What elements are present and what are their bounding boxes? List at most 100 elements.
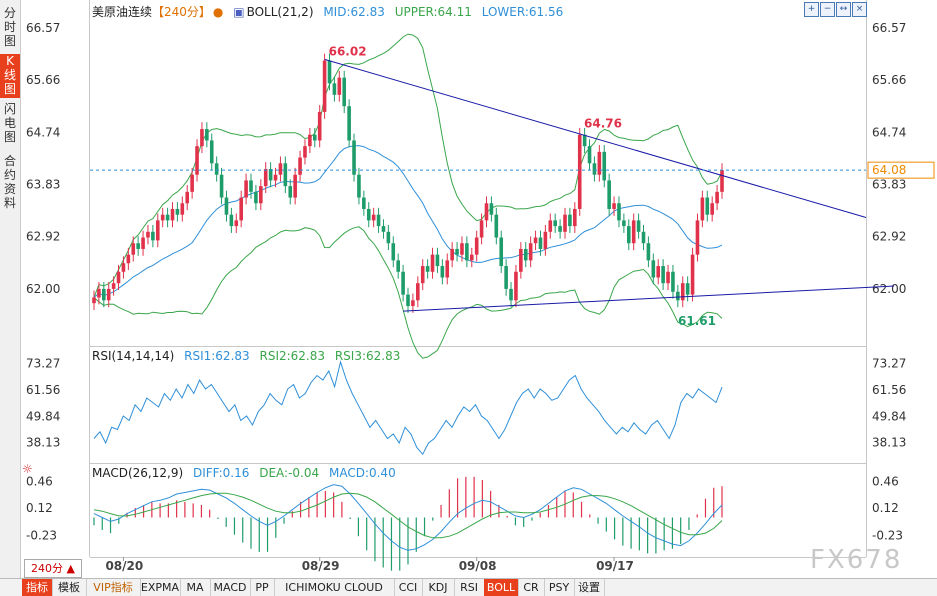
candle-body — [322, 60, 327, 112]
candle-body — [592, 163, 597, 175]
toolbar-item-12[interactable]: CR — [518, 579, 545, 596]
candle-body — [121, 263, 126, 272]
price-annotation: 61.61 — [678, 314, 716, 328]
rsi-tick-label-right: 38.13 — [872, 436, 906, 450]
candle-body — [622, 220, 626, 227]
last-price-label: 64.08 — [872, 163, 906, 177]
candle-body — [249, 180, 253, 192]
toolbar-item-13[interactable]: PSY — [544, 579, 575, 596]
candle-body — [656, 266, 661, 278]
chart-canvas[interactable]: 66.57 66.57 65.66 65.66 64.74 64.74 63.83 63.83… — [0, 0, 937, 578]
watermark-logo: FX678 — [810, 545, 903, 575]
candle-body — [430, 254, 435, 272]
rsi-label: RSI(14,14,14) — [92, 349, 175, 363]
instrument-name: 美原油连续 — [92, 5, 153, 19]
candle-body — [465, 243, 469, 261]
candle-body — [700, 197, 705, 221]
toolbar-item-3[interactable]: EXPMA — [140, 579, 181, 596]
restore-icon[interactable]: ↔ — [836, 2, 851, 17]
candle-body — [136, 243, 140, 249]
macd-tick-label-left: -0.23 — [26, 528, 57, 542]
candle-body — [626, 226, 631, 244]
candle-body — [175, 208, 180, 215]
settings-dot-icon[interactable]: ● — [212, 5, 224, 19]
candle-body — [244, 180, 248, 198]
candle-body — [106, 288, 111, 301]
candle-body — [568, 214, 572, 227]
boll-upper-value: UPPER:64.11 — [394, 5, 472, 19]
macd-value: MACD:0.40 — [328, 466, 396, 480]
period-selector[interactable]: 240分 ▲ — [24, 559, 82, 578]
boll-upper-band — [93, 33, 723, 298]
price-annotation: 66.02 — [329, 44, 367, 58]
candle-body — [268, 169, 273, 181]
candle-body — [450, 248, 454, 261]
tab-flash[interactable]: 闪电图 — [3, 102, 16, 144]
candle-body — [317, 111, 322, 141]
price-tick-label-right: 66.57 — [872, 21, 906, 35]
candle-body — [671, 271, 675, 292]
toolbar-item-11[interactable]: BOLL — [484, 579, 519, 596]
candle-body — [558, 226, 562, 232]
candle-body — [239, 197, 243, 221]
price-tick-label-left: 65.66 — [26, 73, 60, 87]
candle-body — [165, 214, 170, 221]
candle-body — [666, 271, 670, 284]
candle-body — [357, 174, 361, 198]
tab-timeshare[interactable]: 分时图 — [3, 6, 16, 48]
candle-body — [420, 266, 425, 284]
toolbar-item-0[interactable]: 指标 — [22, 579, 53, 596]
zoom-out-icon[interactable]: − — [820, 2, 835, 17]
candle-body — [705, 197, 710, 215]
toolbar-item-10[interactable]: RSI — [454, 579, 485, 596]
toolbar-item-2[interactable]: VIP指标 — [86, 579, 141, 596]
candle-body — [391, 243, 396, 261]
toolbar-item-4[interactable]: MA — [180, 579, 211, 596]
time-tick-label: 08/29 — [302, 559, 340, 573]
macd-settings-icon[interactable]: ☼ — [22, 462, 33, 476]
candle-body — [347, 106, 351, 141]
candle-body — [636, 220, 641, 232]
dea-line — [93, 492, 723, 539]
toolbar-item-6[interactable]: PP — [250, 579, 275, 596]
macd-tick-label-right: 0.46 — [872, 475, 899, 489]
toolbar-item-14[interactable]: 设置 — [574, 579, 605, 596]
macd-tick-label-right: -0.23 — [872, 528, 903, 542]
candle-body — [411, 300, 415, 307]
candle-body — [205, 129, 209, 141]
candle-body — [587, 146, 592, 164]
boll-icon: ▣ — [233, 5, 245, 19]
toolbar-item-5[interactable]: MACD — [210, 579, 251, 596]
candle-body — [332, 83, 337, 95]
boll-lower-value: LOWER:61.56 — [481, 5, 564, 19]
candle-body — [381, 226, 386, 232]
candle-body — [214, 163, 219, 175]
candle-body — [155, 220, 160, 241]
candle-body — [573, 208, 577, 227]
toolbar-item-9[interactable]: KDJ — [422, 579, 455, 596]
candle-body — [538, 237, 543, 249]
toolbar-item-8[interactable]: CCI — [394, 579, 423, 596]
diff-line — [93, 484, 723, 551]
rsi-header: RSI(14,14,14) RSI1:62.83 RSI2:62.83 RSI3… — [92, 349, 406, 363]
period-badge[interactable]: 【240分】 — [152, 5, 211, 19]
toolbar-item-1[interactable]: 模板 — [52, 579, 87, 596]
macd-tick-label-right: 0.12 — [872, 501, 899, 515]
candle-body — [102, 288, 106, 301]
candle-body — [312, 134, 317, 141]
candle-body — [401, 271, 405, 295]
candle-body — [170, 208, 175, 221]
candle-body — [676, 291, 680, 301]
zoom-in-icon[interactable]: + — [804, 2, 819, 17]
candle-body — [577, 134, 582, 209]
tab-contract-info[interactable]: 合约资料 — [3, 154, 16, 210]
toolbar-item-7[interactable]: ICHIMOKU CLOUD — [274, 579, 395, 596]
price-tick-label-left: 64.74 — [26, 125, 60, 139]
candle-body — [180, 203, 185, 215]
candle-body — [263, 169, 268, 187]
close-icon[interactable]: × — [852, 2, 867, 17]
price-tick-label-right: 62.92 — [872, 229, 906, 243]
candle-body — [715, 191, 719, 204]
